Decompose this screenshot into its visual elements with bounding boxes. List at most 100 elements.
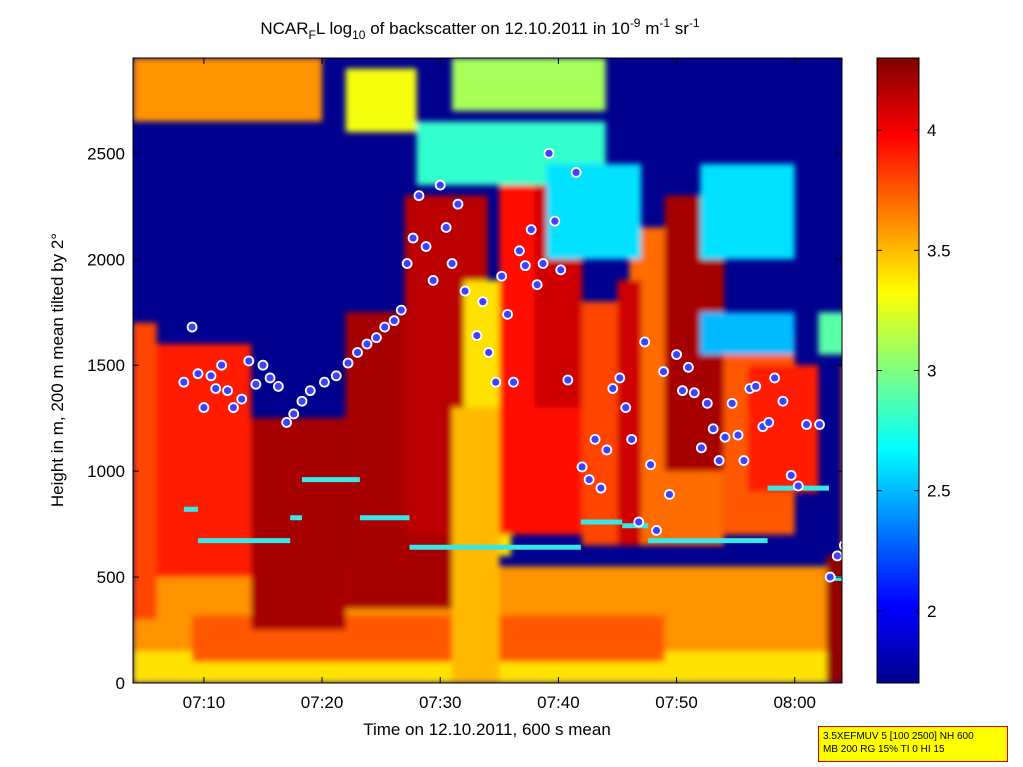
cloud-base-marker <box>446 258 458 269</box>
cloud-base-marker <box>514 245 525 257</box>
colorbar-tick-label: 2.5 <box>927 482 951 501</box>
cloud-base-marker <box>682 361 694 373</box>
cloud-base-marker <box>304 385 316 397</box>
colorbar-tick-label: 2 <box>927 602 936 621</box>
cloud-base-marker <box>792 480 804 492</box>
cloud-base-marker <box>490 376 502 388</box>
cloud-base-marker <box>198 402 210 413</box>
y-tick-label: 2000 <box>87 250 125 269</box>
plot-frame <box>132 57 843 684</box>
cloud-base-marker <box>531 279 543 291</box>
y-tick-label: 1000 <box>87 462 125 481</box>
cloud-base-marker <box>388 315 400 327</box>
cloud-base-marker <box>525 224 537 236</box>
cloud-base-marker <box>243 355 255 367</box>
cloud-base-marker <box>555 264 567 276</box>
heatmap-cell <box>617 280 642 546</box>
cloud-base-marker <box>726 397 738 409</box>
colorbar-tick-label: 4 <box>927 121 936 140</box>
cloud-base-marker <box>222 385 233 397</box>
heatmap-cell <box>546 163 642 260</box>
cloud-base-marker <box>838 540 842 551</box>
cloud-base-marker <box>639 336 651 348</box>
cloud-base-marker <box>379 321 391 333</box>
cloud-base-marker <box>319 376 330 388</box>
cloud-base-marker <box>645 459 656 471</box>
y-axis-label: Height in m, 200 m mean tilted by 2° <box>48 233 67 507</box>
cloud-base-marker <box>440 222 452 233</box>
cloud-base-marker <box>236 393 248 405</box>
cloud-base-marker <box>228 402 239 413</box>
cloud-base-marker <box>658 366 669 377</box>
cloud-base-marker <box>483 347 495 358</box>
cloud-base-marker <box>250 378 262 390</box>
chart-title: NCARFL log10 of backscatter on 12.10.201… <box>260 16 700 42</box>
cloud-base-marker <box>824 571 836 583</box>
cloud-base-marker <box>769 372 781 384</box>
colorbar: 2 2.5 3 3.5 4 <box>876 57 951 684</box>
cloud-base-marker <box>178 376 190 388</box>
cloud-base-marker <box>562 374 574 386</box>
cloud-base-marker <box>620 402 632 413</box>
cloud-base-marker <box>861 488 870 497</box>
x-axis-label: Time on 12.10.2011, 600 s mean <box>363 720 611 739</box>
cloud-base-marker <box>471 330 483 341</box>
cloud-base-marker <box>713 455 725 466</box>
cloud-base-marker <box>785 469 797 481</box>
cloud-base-marker <box>701 397 713 409</box>
cloud-base-marker <box>401 258 413 269</box>
heatmap-cell <box>133 58 323 122</box>
cloud-base-marker <box>537 258 549 269</box>
cloud-base-marker <box>502 308 513 320</box>
info-line-1: 3.5XEFMUV 5 [100 2500] NH 600 <box>823 731 974 742</box>
cloud-base-marker <box>847 526 856 535</box>
cloud-base-marker <box>633 516 645 528</box>
cloud-base-marker <box>589 433 601 445</box>
colorbar-ticks: 2 2.5 3 3.5 4 <box>877 121 951 621</box>
cloud-base-marker <box>288 408 300 420</box>
cloud-base-marker <box>352 347 363 358</box>
cloud-base-marker <box>296 395 308 407</box>
heatmap-cell <box>345 68 417 133</box>
cloud-base-marker <box>205 370 217 382</box>
cloud-base-marker <box>750 380 762 392</box>
cloud-base-marker <box>576 461 588 473</box>
cloud-base-marker <box>508 376 519 388</box>
cloud-base-marker <box>186 321 198 333</box>
cloud-base-marker <box>814 419 825 430</box>
cloud-base-marker <box>407 232 419 244</box>
heatmap-cell <box>133 322 157 620</box>
cloud-base-marker <box>868 414 877 423</box>
heatmap-field <box>133 58 842 683</box>
cloud-base-marker <box>330 370 342 382</box>
cloud-base-marker <box>732 429 744 441</box>
cloud-base-marker <box>459 285 471 297</box>
cloud-base-marker <box>801 419 812 430</box>
cloud-base-marker <box>677 385 688 397</box>
cloud-base-marker <box>651 525 662 536</box>
cloud-base-marker <box>257 359 269 371</box>
cloud-base-marker <box>477 296 489 308</box>
cloud-base-marker <box>413 190 425 202</box>
cloud-base-marker <box>427 275 439 286</box>
cloud-base-marker <box>688 387 700 399</box>
x-tick-label: 07:40 <box>537 693 580 712</box>
cloud-base-marker <box>614 372 626 384</box>
cloud-base-marker <box>420 241 432 252</box>
heatmap-cell <box>700 312 795 355</box>
x-tick-label: 07:30 <box>419 693 462 712</box>
cloud-base-marker <box>281 417 293 428</box>
plot-area <box>133 58 877 683</box>
cloud-base-marker <box>626 433 638 445</box>
cloud-base-marker <box>664 489 675 500</box>
cloud-base-marker <box>763 417 775 428</box>
cloud-base-marker <box>707 423 719 435</box>
cloud-base-marker <box>543 147 555 159</box>
cloud-base-marker <box>496 270 508 282</box>
cloud-base-marker <box>671 349 682 361</box>
cloud-base-marker <box>264 372 276 384</box>
y-tick-label: 500 <box>97 568 125 587</box>
cloud-base-marker <box>434 179 446 191</box>
cloud-base-marker <box>519 260 531 272</box>
